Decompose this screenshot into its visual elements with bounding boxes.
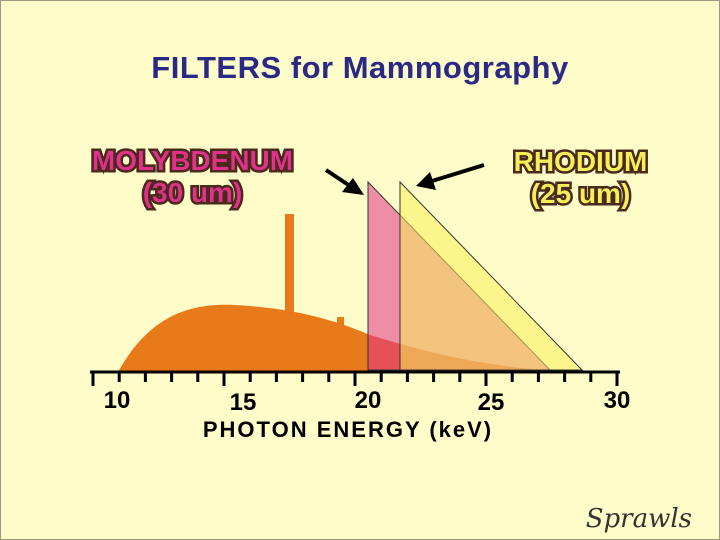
molybdenum-label-outline: MOLYBDENUM (30 um) bbox=[89, 143, 295, 211]
slide-title: FILTERS for Mammography bbox=[151, 50, 569, 85]
tick-label-15: 15 bbox=[230, 389, 257, 416]
molybdenum-label: MOLYBDENUM (30 um) bbox=[50, 145, 335, 209]
x-axis-label: PHOTON ENERGY (keV) bbox=[203, 417, 493, 442]
tick-label-20: 20 bbox=[355, 387, 382, 414]
rhodium-arrow-icon bbox=[416, 163, 485, 190]
author-signature: Sprawls bbox=[585, 504, 692, 534]
rhodium-label-outline: RHODIUM (25 um) bbox=[511, 144, 650, 212]
rhodium-thickness: (25 um) bbox=[530, 178, 631, 209]
tick-label-30: 30 bbox=[604, 387, 631, 414]
tick-label-25: 25 bbox=[478, 389, 505, 416]
rhodium-label: RHODIUM (25 um) bbox=[478, 146, 683, 210]
characteristic-line-1 bbox=[285, 214, 294, 314]
characteristic-line-2 bbox=[337, 317, 344, 327]
molybdenum-name: MOLYBDENUM bbox=[91, 145, 294, 176]
x-axis-ticks bbox=[91, 372, 619, 386]
molybdenum-thickness: (30 um) bbox=[142, 177, 243, 208]
rhodium-filter-wedge bbox=[399, 180, 584, 371]
rhodium-name: RHODIUM bbox=[513, 146, 648, 177]
molybdenum-arrow-icon bbox=[324, 168, 364, 195]
tick-label-10: 10 bbox=[104, 387, 131, 414]
